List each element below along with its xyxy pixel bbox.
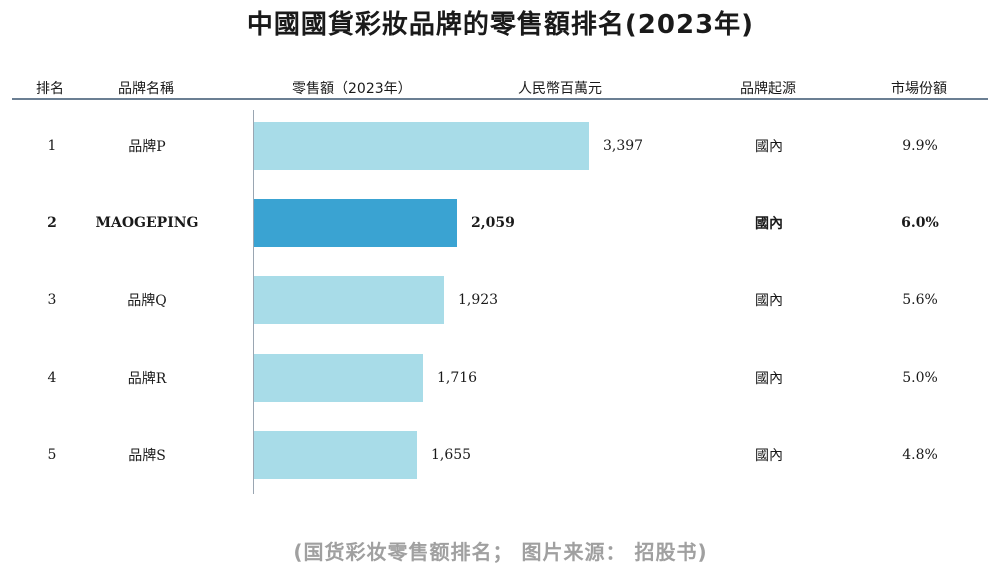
- rank-cell: 2: [47, 215, 57, 231]
- header-origin: 品牌起源: [740, 81, 796, 97]
- brand-cell: 品牌S: [128, 448, 166, 464]
- header-rule: [12, 98, 988, 100]
- brand-cell: 品牌P: [128, 139, 166, 155]
- origin-cell: 國內: [755, 139, 783, 155]
- origin-cell: 國內: [755, 216, 783, 232]
- bar-5: [254, 431, 417, 479]
- origin-cell: 國內: [755, 371, 783, 387]
- bar-3: [254, 276, 444, 324]
- header-unit: 人民幣百萬元: [518, 81, 602, 97]
- share-cell: 5.0%: [902, 370, 938, 386]
- share-cell: 4.8%: [902, 447, 938, 463]
- origin-cell: 國內: [755, 293, 783, 309]
- share-cell: 5.6%: [902, 292, 938, 308]
- bar-value-label: 1,923: [458, 292, 499, 308]
- header-share: 市場份額: [891, 81, 947, 97]
- chart-axis: [253, 110, 254, 494]
- rank-cell: 1: [47, 138, 57, 154]
- brand-cell: 品牌R: [127, 371, 167, 387]
- brand-cell: 品牌Q: [127, 293, 167, 309]
- share-cell: 6.0%: [901, 215, 939, 231]
- rank-cell: 3: [47, 292, 57, 308]
- brand-cell: MAOGEPING: [95, 215, 199, 231]
- bar-2: [254, 199, 457, 247]
- footer-caption: (国货彩妆零售额排名； 图片来源： 招股书): [293, 540, 708, 564]
- rank-cell: 5: [47, 447, 57, 463]
- bar-value-label: 1,655: [431, 447, 472, 463]
- bar-1: [254, 122, 589, 170]
- bar-value-label: 3,397: [603, 138, 644, 154]
- share-cell: 9.9%: [902, 138, 938, 154]
- header-sales: 零售額（2023年）: [292, 81, 412, 97]
- origin-cell: 國內: [755, 448, 783, 464]
- bar-value-label: 1,716: [437, 370, 478, 386]
- header-brand: 品牌名稱: [118, 81, 174, 97]
- bar-4: [254, 354, 423, 402]
- chart-title: 中國國貨彩妝品牌的零售額排名(2023年): [246, 10, 755, 40]
- bar-value-label: 2,059: [471, 215, 515, 231]
- rank-cell: 4: [47, 370, 57, 386]
- header-rank: 排名: [36, 81, 64, 97]
